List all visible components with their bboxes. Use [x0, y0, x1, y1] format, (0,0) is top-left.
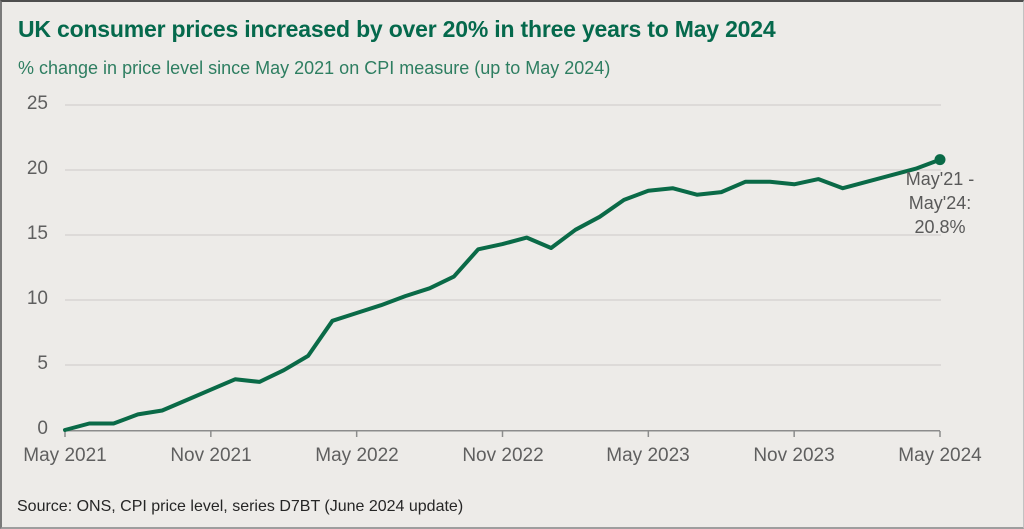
y-axis-tick-label-0: 0: [37, 418, 48, 439]
x-axis-tick-label-nov23: Nov 2023: [753, 445, 835, 466]
y-axis-tick-label-15: 15: [26, 223, 48, 244]
annotation-line-3: 20.8%: [914, 217, 966, 237]
y-axis-tick-label-10: 10: [26, 288, 48, 309]
annotation-line-2: May'24:: [908, 193, 972, 213]
chart-title: UK consumer prices increased by over 20%…: [18, 16, 776, 42]
x-axis-tick-label-may24: May 2024: [898, 445, 982, 466]
y-axis-tick-label-20: 20: [26, 158, 48, 179]
cpi-price-line: [63, 157, 942, 432]
x-axis-tick-label-may21: May 2021: [23, 445, 107, 466]
x-axis-tick-label-nov21: Nov 2021: [170, 445, 252, 466]
x-axis-tick-label-may23: May 2023: [606, 445, 690, 466]
x-axis-tick-label-may22: May 2022: [315, 445, 399, 466]
source-note: Source: ONS, CPI price level, series D7B…: [17, 498, 464, 515]
end-value-annotation: May'21 - May'24: 20.8%: [860, 167, 1020, 239]
chart-subtitle: % change in price level since May 2021 o…: [18, 58, 611, 78]
y-axis-tick-label-5: 5: [37, 353, 48, 374]
y-axis-tick-label-25: 25: [26, 93, 48, 114]
line-end-dot: [934, 154, 946, 166]
annotation-line-1: May'21 -: [905, 169, 975, 189]
x-axis-tick-label-nov22: Nov 2022: [462, 445, 544, 466]
